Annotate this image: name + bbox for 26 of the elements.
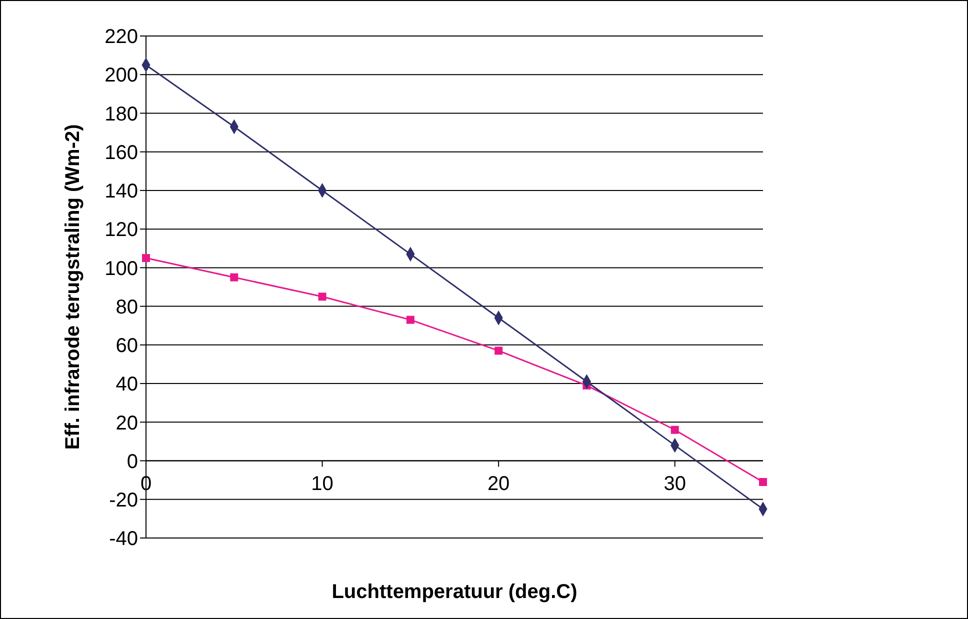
y-tick-label: 60 xyxy=(116,335,138,358)
point xyxy=(230,273,238,282)
y-tick-label: 220 xyxy=(104,26,138,48)
y-tick-label: 0 xyxy=(126,450,138,473)
point xyxy=(670,426,679,434)
y-tick-label: 120 xyxy=(104,219,138,242)
x-axis-title: Luchttemperatuur (deg.C) xyxy=(332,581,578,603)
x-tick-label: 10 xyxy=(311,472,334,495)
x-tick-label: 30 xyxy=(664,472,686,495)
y-tick-label: -40 xyxy=(109,528,138,550)
y-tick-label: 100 xyxy=(104,258,138,280)
y-tick-label: 200 xyxy=(104,64,138,87)
y-tick-label: -20 xyxy=(109,489,138,512)
point xyxy=(142,254,150,262)
y-tick-label: 180 xyxy=(104,103,138,126)
point xyxy=(759,478,767,486)
point xyxy=(494,346,503,355)
y-tick-label: 40 xyxy=(116,374,138,396)
point xyxy=(406,316,414,324)
y-tick-label: 160 xyxy=(104,142,138,164)
y-axis-title: Eff. infrarode terugstraling (Wm-2) xyxy=(62,124,84,450)
y-tick-label: 140 xyxy=(104,180,138,203)
y-tick-label: 20 xyxy=(116,412,138,434)
x-tick-label: 20 xyxy=(487,472,510,495)
y-tick-label: 80 xyxy=(116,296,138,318)
point xyxy=(318,292,326,301)
